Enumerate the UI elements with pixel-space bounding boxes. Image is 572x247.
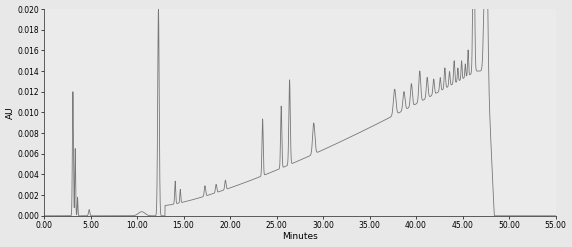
Y-axis label: AU: AU [6, 106, 14, 119]
X-axis label: Minutes: Minutes [282, 232, 317, 242]
